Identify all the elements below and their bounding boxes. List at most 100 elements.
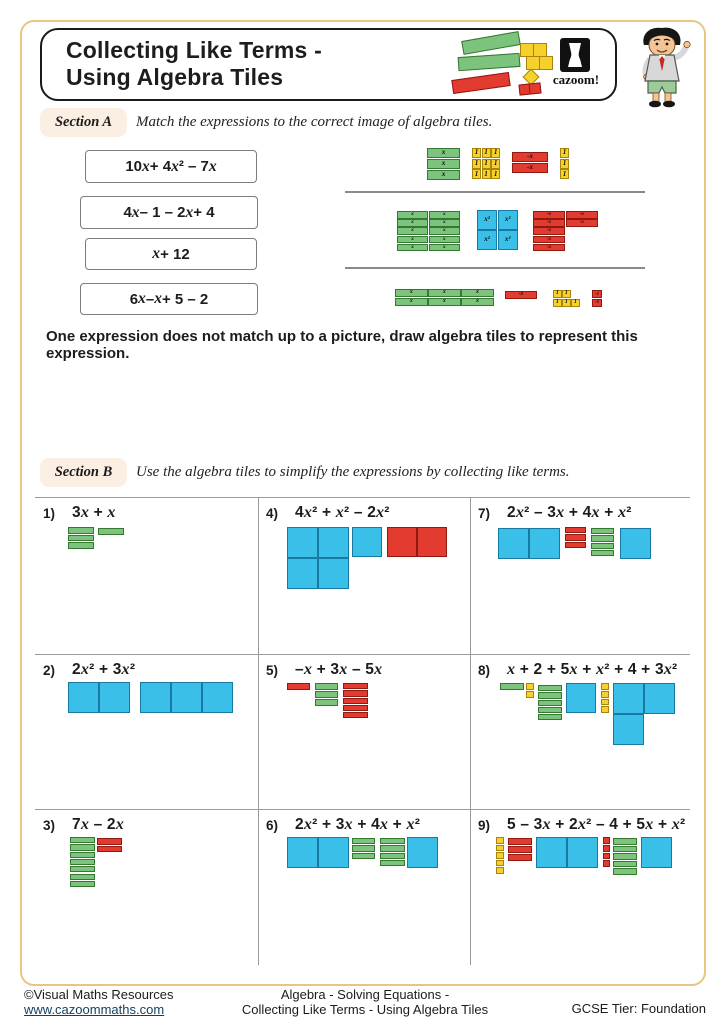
algebra-tile-red bbox=[97, 845, 122, 852]
algebra-tile-green bbox=[70, 880, 95, 888]
footer-topic-line-2: Collecting Like Terms - Using Algebra Ti… bbox=[241, 1002, 489, 1018]
algebra-tile-blue bbox=[352, 527, 382, 557]
decor-tile-yellow-4 bbox=[539, 56, 553, 70]
algebra-tile-blue bbox=[498, 528, 529, 559]
footer-tier: GCSE Tier: Foundation bbox=[571, 1001, 706, 1016]
header-box: Collecting Like Terms - Using Algebra Ti… bbox=[40, 28, 617, 101]
grid-line-horizontal-top bbox=[35, 497, 690, 498]
drum-icon bbox=[568, 43, 582, 67]
algebra-tile-green bbox=[591, 549, 614, 557]
footer-left: ©Visual Maths Resources www.cazoommaths.… bbox=[24, 987, 174, 1018]
algebra-tile-green bbox=[70, 858, 95, 866]
algebra-tile-blue bbox=[287, 558, 318, 589]
algebra-tile-yellow bbox=[526, 683, 534, 690]
algebra-tile-green bbox=[352, 852, 375, 859]
problem-2: 2) 2x² + 3x² bbox=[35, 654, 258, 809]
problem-7: 7) 2x² – 3x + 4x + x² bbox=[470, 497, 690, 654]
problem-number: 2) bbox=[43, 663, 56, 678]
algebra-tile-blue bbox=[644, 683, 675, 714]
algebra-tile-red bbox=[417, 527, 447, 557]
algebra-tile-red bbox=[508, 838, 532, 845]
algebra-tile-green bbox=[500, 683, 524, 690]
algebra-tile-blue bbox=[99, 682, 130, 713]
problem-8: 8) x + 2 + 5x + x² + 4 + 3x² bbox=[470, 654, 690, 809]
worksheet-title: Collecting Like Terms - Using Algebra Ti… bbox=[66, 37, 322, 91]
algebra-tile-green bbox=[380, 859, 405, 867]
algebra-tile-red bbox=[287, 683, 310, 690]
algebra-tile-yellow bbox=[601, 690, 609, 698]
algebra-tile-green bbox=[315, 691, 338, 698]
algebra-tile-red bbox=[343, 712, 368, 719]
algebra-tile-green bbox=[613, 868, 637, 875]
algebra-tile-blue bbox=[318, 527, 349, 558]
section-b-instruction: Use the algebra tiles to simplify the ex… bbox=[136, 464, 570, 480]
algebra-tile-green bbox=[98, 528, 124, 535]
algebra-tile-blue bbox=[613, 714, 644, 745]
algebra-tile-red bbox=[603, 837, 610, 844]
algebra-tile-green bbox=[380, 845, 405, 852]
problem-6: 6) 2x² + 3x + 4x + x² bbox=[258, 809, 470, 962]
algebra-tile-green bbox=[380, 838, 405, 845]
algebra-tile-red bbox=[565, 534, 586, 541]
algebra-tile-blue bbox=[140, 682, 171, 713]
algebra-tile-blue bbox=[287, 837, 318, 868]
algebra-tile-green bbox=[68, 542, 94, 549]
algebra-tile-red bbox=[565, 541, 586, 548]
problem-number: 3) bbox=[43, 818, 56, 833]
algebra-tile-yellow bbox=[496, 837, 504, 844]
footer-center: Algebra - Solving Equations - Collecting… bbox=[210, 987, 520, 1018]
algebra-tile-green bbox=[591, 535, 614, 542]
problem-4: 4) 4x² + x² – 2x² bbox=[258, 497, 470, 654]
algebra-tile-blue bbox=[68, 682, 99, 713]
algebra-tile-red bbox=[343, 697, 368, 704]
algebra-tile-yellow bbox=[601, 683, 609, 690]
algebra-tile-red bbox=[565, 527, 586, 534]
expression-box-3: x + 12 bbox=[85, 238, 257, 270]
algebra-tile-yellow bbox=[601, 698, 609, 706]
page-border bbox=[20, 20, 706, 986]
algebra-tile-green bbox=[68, 534, 94, 541]
problem-number: 6) bbox=[266, 818, 279, 833]
mascot-boy-illustration bbox=[642, 27, 691, 108]
algebra-tile-yellow bbox=[601, 706, 609, 714]
algebra-tile-red bbox=[343, 683, 368, 690]
algebra-tile-blue bbox=[567, 837, 598, 868]
algebra-tile-green bbox=[591, 528, 614, 535]
algebra-tile-green bbox=[613, 853, 637, 860]
decor-tile-green-2 bbox=[457, 52, 521, 72]
problem-expression: 7x – 2x bbox=[72, 816, 125, 833]
decor-tile-yellow-3 bbox=[526, 56, 540, 70]
problem-tiles bbox=[35, 497, 258, 654]
problem-expression: 2x² – 3x + 4x + x² bbox=[507, 504, 632, 521]
algebra-tile-green bbox=[70, 837, 95, 844]
algebra-tile-green bbox=[613, 860, 637, 868]
section-b-label: Section B bbox=[40, 458, 127, 487]
problem-5: 5) –x + 3x – 5x bbox=[258, 654, 470, 809]
grid-line-vertical-right bbox=[470, 497, 471, 965]
title-line-2: Using Algebra Tiles bbox=[66, 63, 284, 90]
algebra-tile-blue bbox=[318, 837, 349, 868]
problem-expression: 2x² + 3x + 4x + x² bbox=[295, 816, 421, 833]
problem-expression: 3x + x bbox=[72, 504, 116, 521]
algebra-tile-green bbox=[352, 838, 375, 845]
algebra-tile-red bbox=[603, 860, 610, 868]
grid-line-vertical-left bbox=[258, 497, 259, 965]
algebra-tile-green bbox=[380, 852, 405, 859]
algebra-tile-green bbox=[538, 692, 562, 699]
footer-website-link[interactable]: www.cazoommaths.com bbox=[24, 1002, 165, 1018]
algebra-tile-blue bbox=[641, 837, 672, 868]
algebra-tile-yellow bbox=[526, 691, 534, 698]
algebra-tile-green bbox=[70, 851, 95, 858]
algebra-tile-green bbox=[315, 699, 338, 706]
algebra-tile-blue bbox=[536, 837, 567, 868]
algebra-tile-red bbox=[343, 690, 368, 697]
algebra-tile-green bbox=[591, 542, 614, 549]
algebra-tile-green bbox=[68, 527, 94, 534]
algebra-tile-green bbox=[613, 838, 637, 845]
algebra-tile-blue bbox=[171, 682, 202, 713]
problem-expression: 2x² + 3x² bbox=[72, 661, 136, 678]
problem-3: 3) 7x – 2x bbox=[35, 809, 258, 962]
algebra-tile-red bbox=[343, 704, 368, 712]
decor-tile-green-1 bbox=[461, 31, 521, 55]
